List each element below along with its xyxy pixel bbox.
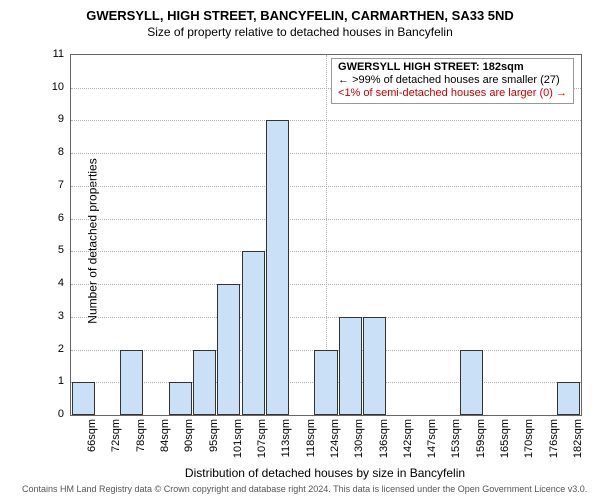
y-tick-label: 11 — [34, 48, 64, 60]
bar — [460, 350, 483, 415]
annotation-line1: GWERSYLL HIGH STREET: 182sqm — [338, 61, 567, 74]
title-main: GWERSYLL, HIGH STREET, BANCYFELIN, CARMA… — [0, 0, 600, 23]
x-tick-label: 78sqm — [135, 419, 147, 452]
annotation-box: GWERSYLL HIGH STREET: 182sqm ← >99% of d… — [331, 58, 574, 104]
bar — [193, 350, 216, 415]
y-tick-label: 0 — [34, 408, 64, 420]
bar — [339, 317, 362, 415]
y-tick-label: 8 — [34, 146, 64, 158]
annotation-line3: <1% of semi-detached houses are larger (… — [338, 87, 567, 100]
annotation-line2: ← >99% of detached houses are smaller (2… — [338, 74, 567, 87]
x-tick-label: 124sqm — [329, 419, 341, 458]
bar — [242, 251, 265, 415]
x-tick-label: 136sqm — [378, 419, 390, 458]
footer-text: Contains HM Land Registry data © Crown c… — [22, 484, 587, 494]
chart-area: Number of detached properties Distributi… — [70, 54, 580, 414]
y-tick-label: 7 — [34, 179, 64, 191]
bar — [217, 284, 240, 415]
x-tick-label: 159sqm — [475, 419, 487, 458]
x-tick-label: 130sqm — [353, 419, 365, 458]
x-tick-label: 142sqm — [402, 419, 414, 458]
y-tick-label: 5 — [34, 244, 64, 256]
bar — [169, 382, 192, 415]
bar — [266, 120, 289, 415]
chart-container: GWERSYLL, HIGH STREET, BANCYFELIN, CARMA… — [0, 0, 600, 500]
x-tick-label: 66sqm — [86, 419, 98, 452]
y-tick-label: 4 — [34, 277, 64, 289]
x-tick-label: 182sqm — [572, 419, 584, 458]
x-axis-label: Distribution of detached houses by size … — [70, 466, 580, 480]
x-tick-label: 165sqm — [499, 419, 511, 458]
y-tick-label: 6 — [34, 212, 64, 224]
bar — [557, 382, 580, 415]
x-tick-label: 101sqm — [232, 419, 244, 458]
y-tick-label: 3 — [34, 310, 64, 322]
bar — [314, 350, 337, 415]
x-tick-label: 118sqm — [305, 419, 317, 457]
x-tick-label: 72sqm — [110, 419, 122, 452]
y-tick-label: 10 — [34, 81, 64, 93]
x-tick-label: 84sqm — [159, 419, 171, 452]
x-tick-label: 95sqm — [208, 419, 220, 452]
plot-region — [70, 54, 582, 416]
x-tick-label: 107sqm — [256, 419, 268, 458]
bar — [72, 382, 95, 415]
x-tick-label: 170sqm — [523, 419, 535, 458]
bar — [363, 317, 386, 415]
x-tick-label: 147sqm — [426, 419, 438, 458]
y-tick-label: 9 — [34, 113, 64, 125]
x-tick-label: 153sqm — [450, 419, 462, 458]
y-tick-label: 1 — [34, 375, 64, 387]
x-tick-label: 90sqm — [183, 419, 195, 452]
x-tick-label: 176sqm — [548, 419, 560, 458]
y-tick-label: 2 — [34, 343, 64, 355]
x-tick-label: 113sqm — [280, 419, 292, 457]
title-sub: Size of property relative to detached ho… — [0, 23, 600, 39]
bar — [120, 350, 143, 415]
